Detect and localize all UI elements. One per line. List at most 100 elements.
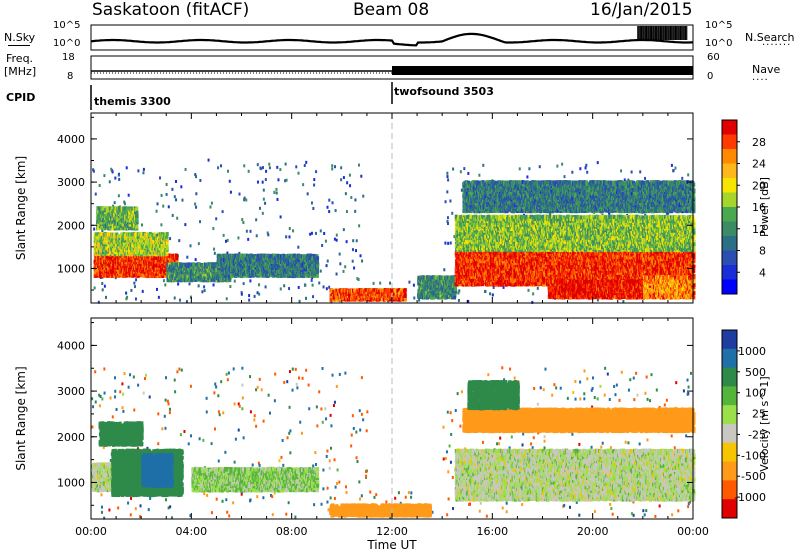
scatter-cell <box>579 167 582 171</box>
scatter-cell <box>585 163 588 167</box>
scatter-cell <box>264 285 267 289</box>
scatter-cell <box>449 199 452 203</box>
scatter-cell <box>359 254 362 258</box>
scatter-cell <box>142 167 145 171</box>
scatter-cell <box>674 166 677 170</box>
scatter-cell <box>268 162 271 166</box>
scatter-cell <box>362 194 365 198</box>
scatter-cell <box>255 218 258 222</box>
scatter-cell <box>331 167 334 171</box>
scatter-cell <box>324 239 327 243</box>
scatter-cell <box>344 265 347 269</box>
scatter-cell <box>352 239 355 243</box>
data-cell <box>165 246 169 251</box>
scatter-cell <box>361 259 364 263</box>
scatter-cell <box>279 287 282 291</box>
scatter-cell <box>446 190 449 194</box>
scatter-cell <box>335 272 338 276</box>
scatter-cell <box>342 269 345 273</box>
scatter-cell <box>379 281 382 285</box>
scatter-cell <box>412 283 415 287</box>
data-cell <box>107 226 111 231</box>
freq-tick-top: 18 <box>62 53 75 63</box>
scatter-cell <box>260 167 263 171</box>
scatter-cell <box>101 288 104 292</box>
data-cell <box>111 246 115 251</box>
scatter-cell <box>309 232 312 236</box>
scatter-cell <box>184 167 187 171</box>
scatter-cell <box>310 278 313 282</box>
scatter-cell <box>201 290 204 294</box>
scatter-cell <box>173 195 176 199</box>
data-cell <box>148 231 152 236</box>
scatter-cell <box>453 235 456 239</box>
data-cell <box>148 261 152 266</box>
scatter-cell <box>297 245 300 249</box>
scatter-cell <box>418 298 421 302</box>
scatter-cell <box>304 296 307 300</box>
scatter-cell <box>444 200 447 204</box>
data-cell <box>228 276 232 281</box>
scatter-cell <box>134 285 137 289</box>
scatter-cell <box>194 202 197 206</box>
data-cell <box>165 243 169 248</box>
data-cell <box>111 273 115 278</box>
data-cell <box>131 247 135 252</box>
scatter-cell <box>315 170 318 174</box>
scatter-cell <box>249 229 252 233</box>
scatter-cell <box>351 248 354 252</box>
scatter-cell <box>171 213 174 217</box>
scatter-cell <box>203 285 206 289</box>
scatter-cell <box>160 193 163 197</box>
scatter-cell <box>285 178 288 182</box>
scatter-cell <box>194 173 197 177</box>
scatter-cell <box>353 266 356 270</box>
scatter-cell <box>355 239 358 243</box>
data-cell <box>130 218 134 223</box>
data-cell <box>218 262 222 267</box>
scatter-cell <box>331 201 334 205</box>
scatter-cell <box>584 166 587 170</box>
scatter-cell <box>245 198 248 202</box>
data-cell <box>155 233 159 238</box>
scatter-cell <box>275 191 278 195</box>
scatter-cell <box>125 291 128 295</box>
scatter-cell <box>288 227 291 231</box>
scatter-cell <box>283 284 286 288</box>
scatter-cell <box>302 183 305 187</box>
scatter-cell <box>229 285 232 289</box>
cpid-segment-1: themis 3300 <box>94 96 171 107</box>
scatter-cell <box>186 255 189 259</box>
scatter-cell <box>687 173 690 177</box>
scatter-cell <box>130 288 133 292</box>
scatter-cell <box>209 205 212 209</box>
scatter-cell <box>350 195 353 199</box>
scatter-cell <box>630 170 633 174</box>
scatter-cell <box>335 238 338 242</box>
scatter-cell <box>219 164 222 168</box>
scatter-cell <box>665 211 668 215</box>
scatter-cell <box>467 299 470 303</box>
data-cell <box>111 252 115 257</box>
scatter-cell <box>492 285 495 289</box>
scatter-cell <box>240 292 243 296</box>
data-cell <box>167 278 171 283</box>
scatter-cell <box>162 204 165 208</box>
scatter-cell <box>114 176 117 180</box>
scatter-cell <box>242 221 245 225</box>
nsky-label: N.Sky <box>4 32 35 43</box>
scatter-cell <box>482 163 485 167</box>
data-cell <box>216 274 220 279</box>
scatter-cell <box>449 241 452 245</box>
scatter-cell <box>285 235 288 239</box>
data-cell <box>118 236 122 241</box>
scatter-cell <box>526 175 529 179</box>
scatter-cell <box>261 166 264 170</box>
scatter-cell <box>103 284 106 288</box>
scatter-cell <box>264 178 267 182</box>
data-cell <box>130 226 134 231</box>
scatter-cell <box>502 285 505 289</box>
freq-unit-label: [MHz] <box>4 66 36 77</box>
scatter-cell <box>571 170 574 174</box>
data-cell <box>454 286 458 291</box>
